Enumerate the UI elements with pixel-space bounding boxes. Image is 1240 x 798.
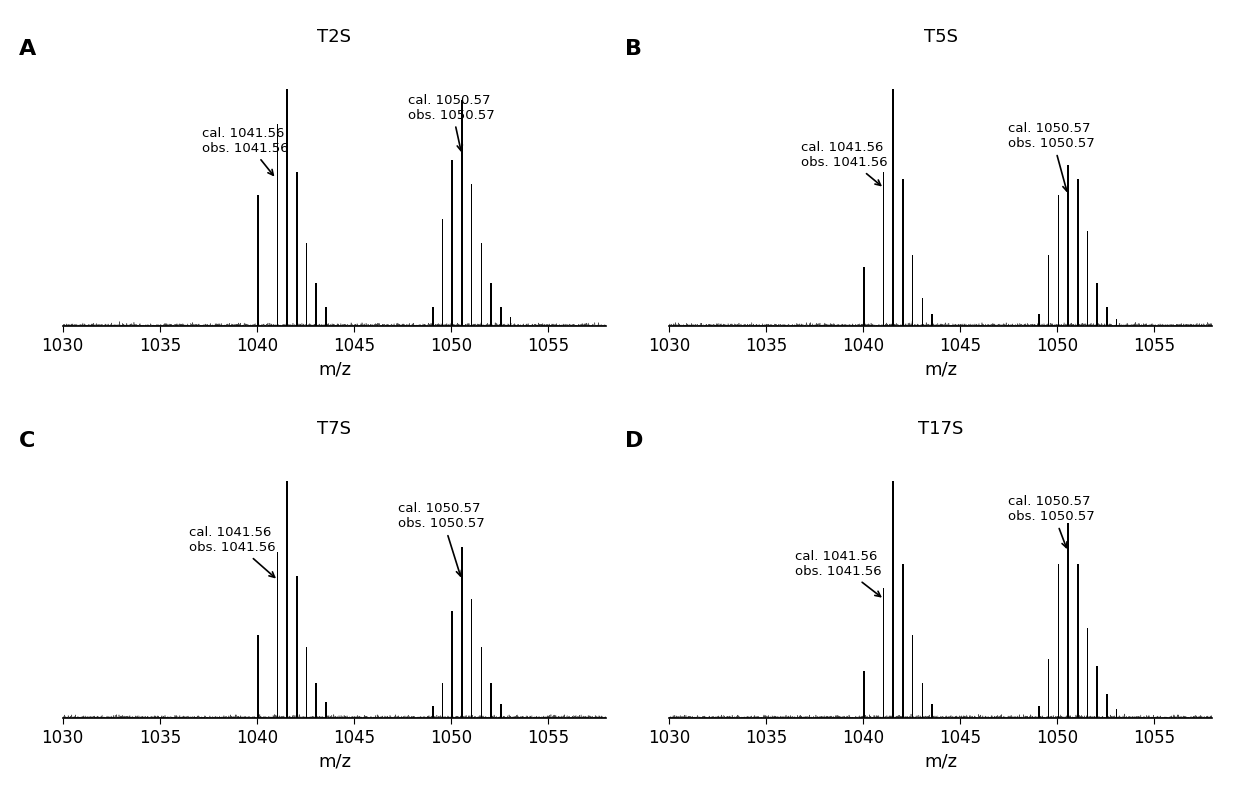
Text: A: A xyxy=(20,39,36,59)
Bar xyxy=(911,635,914,718)
Bar xyxy=(1078,563,1079,718)
Bar xyxy=(500,704,501,718)
Text: cal. 1041.56
obs. 1041.56: cal. 1041.56 obs. 1041.56 xyxy=(188,526,275,577)
Bar xyxy=(277,552,278,718)
Bar xyxy=(1058,563,1059,718)
Bar xyxy=(911,255,914,326)
Bar xyxy=(451,160,453,326)
Bar xyxy=(921,298,923,326)
Title: T7S: T7S xyxy=(317,420,351,438)
Bar xyxy=(315,283,317,326)
Text: cal. 1050.57
obs. 1050.57: cal. 1050.57 obs. 1050.57 xyxy=(1008,495,1095,547)
Text: cal. 1050.57
obs. 1050.57: cal. 1050.57 obs. 1050.57 xyxy=(398,502,485,576)
Bar xyxy=(893,480,894,718)
Bar xyxy=(432,307,434,326)
Bar xyxy=(1106,694,1107,718)
Bar xyxy=(1068,164,1069,326)
Bar xyxy=(481,647,482,718)
Bar xyxy=(500,307,501,326)
Text: cal. 1041.56
obs. 1041.56: cal. 1041.56 obs. 1041.56 xyxy=(202,127,289,176)
Text: C: C xyxy=(20,431,36,452)
X-axis label: m/z: m/z xyxy=(317,753,351,770)
Bar xyxy=(286,89,288,326)
Bar xyxy=(1106,307,1107,326)
Bar xyxy=(306,243,308,326)
Bar xyxy=(277,124,278,326)
Text: cal. 1041.56
obs. 1041.56: cal. 1041.56 obs. 1041.56 xyxy=(795,550,882,597)
Bar xyxy=(883,172,884,326)
Bar xyxy=(325,307,326,326)
Bar xyxy=(1116,709,1117,718)
Bar xyxy=(441,219,443,326)
Title: T5S: T5S xyxy=(924,28,957,45)
Bar xyxy=(1048,255,1049,326)
Bar xyxy=(1096,666,1097,718)
Bar xyxy=(257,635,259,718)
Bar xyxy=(883,587,884,718)
Bar xyxy=(1116,319,1117,326)
Bar xyxy=(490,283,492,326)
Bar xyxy=(257,196,259,326)
Bar xyxy=(286,480,288,718)
Bar xyxy=(461,101,463,326)
Bar xyxy=(471,599,472,718)
Bar xyxy=(325,701,326,718)
Bar xyxy=(296,575,298,718)
Text: cal. 1050.57
obs. 1050.57: cal. 1050.57 obs. 1050.57 xyxy=(408,93,495,151)
Bar xyxy=(432,706,434,718)
Bar xyxy=(461,547,463,718)
Bar xyxy=(441,682,443,718)
Bar xyxy=(1038,314,1039,326)
Bar xyxy=(296,172,298,326)
Bar xyxy=(921,682,923,718)
Bar xyxy=(1048,659,1049,718)
Text: B: B xyxy=(625,39,642,59)
Title: T17S: T17S xyxy=(918,420,963,438)
Title: T2S: T2S xyxy=(317,28,351,45)
X-axis label: m/z: m/z xyxy=(924,753,957,770)
Bar xyxy=(903,563,904,718)
Bar xyxy=(1086,231,1089,326)
X-axis label: m/z: m/z xyxy=(317,360,351,378)
Bar xyxy=(903,179,904,326)
Bar xyxy=(471,184,472,326)
Bar xyxy=(931,314,932,326)
Bar xyxy=(481,243,482,326)
X-axis label: m/z: m/z xyxy=(924,360,957,378)
Bar xyxy=(1078,179,1079,326)
Bar xyxy=(315,682,317,718)
Bar xyxy=(1096,283,1097,326)
Bar xyxy=(306,647,308,718)
Bar xyxy=(451,611,453,718)
Bar xyxy=(510,317,511,326)
Bar xyxy=(1086,628,1089,718)
Bar xyxy=(863,267,864,326)
Bar xyxy=(1068,523,1069,718)
Bar xyxy=(863,670,864,718)
Bar xyxy=(490,682,492,718)
Bar xyxy=(1038,706,1039,718)
Bar xyxy=(931,704,932,718)
Bar xyxy=(893,89,894,326)
Text: D: D xyxy=(625,431,644,452)
Text: cal. 1041.56
obs. 1041.56: cal. 1041.56 obs. 1041.56 xyxy=(801,141,888,185)
Text: cal. 1050.57
obs. 1050.57: cal. 1050.57 obs. 1050.57 xyxy=(1008,122,1095,191)
Bar xyxy=(1058,196,1059,326)
